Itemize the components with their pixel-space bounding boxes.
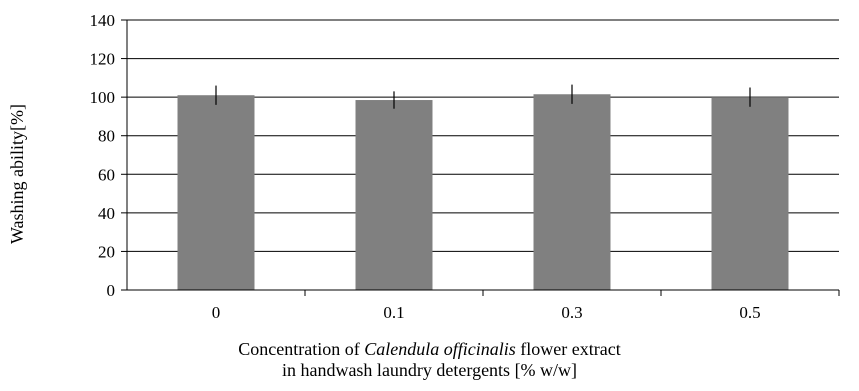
x-axis-label-prefix: Concentration of xyxy=(238,339,365,359)
x-axis-label-species: Calendula officinalis xyxy=(364,339,516,359)
y-tick-label: 120 xyxy=(90,50,116,69)
y-tick-label: 140 xyxy=(90,11,116,30)
y-tick-label: 100 xyxy=(90,88,116,107)
x-tick-label: 0.5 xyxy=(739,303,760,322)
x-axis-label-line2: in handwash laundry detergents [% w/w] xyxy=(281,360,578,380)
x-axis-label: Concentration of Calendula officinalis f… xyxy=(0,339,859,381)
y-axis-label: Washing ability[%] xyxy=(7,104,27,244)
bars xyxy=(177,94,789,291)
x-tick-label: 0 xyxy=(212,303,221,322)
bar-0 xyxy=(177,95,255,290)
y-tick-label: 60 xyxy=(98,165,115,184)
bar-0.5 xyxy=(711,97,789,291)
y-tick-label: 40 xyxy=(98,204,115,223)
x-tick-label: 0.3 xyxy=(561,303,582,322)
x-axis-label-line1: Concentration of Calendula officinalis f… xyxy=(0,339,859,360)
y-tick-labels: 0 20 40 60 80 100 120 140 xyxy=(90,11,127,300)
x-tick-labels: 0 0.1 0.3 0.5 xyxy=(212,290,840,322)
bar-0.1 xyxy=(355,100,433,291)
y-tick-label: 20 xyxy=(98,242,115,261)
x-tick-label: 0.1 xyxy=(383,303,404,322)
bar-0.3 xyxy=(533,94,611,290)
y-tick-label: 0 xyxy=(107,281,116,300)
error-bars xyxy=(215,84,751,109)
y-tick-label: 80 xyxy=(98,127,115,146)
x-axis-label-suffix: flower extract xyxy=(515,339,621,359)
